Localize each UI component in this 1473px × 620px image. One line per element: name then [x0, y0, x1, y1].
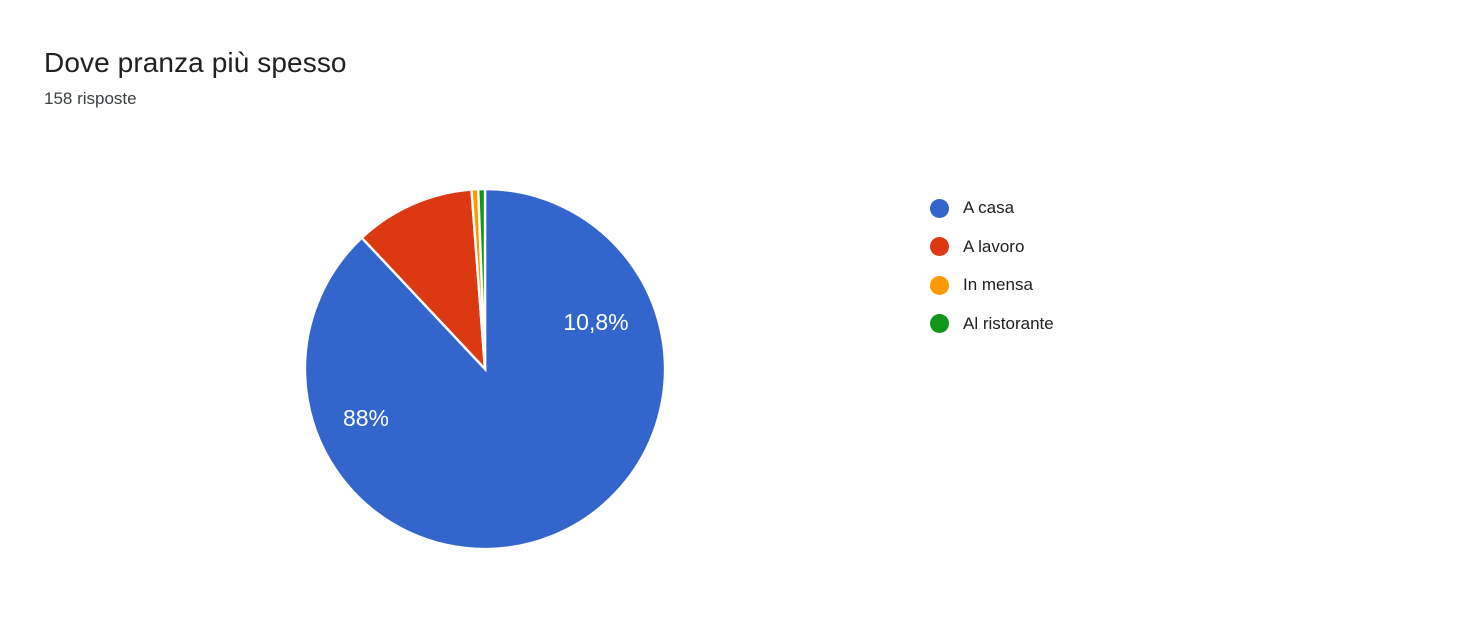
pie-slice[interactable]	[360, 188, 487, 373]
pie-slices[interactable]	[303, 187, 667, 551]
legend-item-label: A lavoro	[963, 236, 1025, 256]
response-count-subtitle: 158 risposte	[44, 89, 137, 108]
pie-slice[interactable]	[476, 187, 487, 370]
legend-item-label: Al ristorante	[963, 313, 1054, 333]
pie-slice-value-label: 10,8%	[563, 309, 628, 335]
legend-item[interactable]: Al ristorante	[930, 305, 1260, 344]
legend-dot-icon	[930, 198, 949, 218]
pie-slice-value-label: 88%	[343, 405, 389, 431]
page-title: Dove pranza più spesso	[44, 47, 347, 78]
legend-dot-icon	[930, 314, 949, 334]
legend-dot-icon	[930, 237, 949, 257]
legend-item[interactable]: A lavoro	[930, 228, 1260, 267]
chart-header: Dove pranza più spesso 158 risposte	[44, 45, 844, 110]
legend-item-label: In mensa	[963, 275, 1033, 295]
legend-item-label: A casa	[963, 198, 1015, 218]
pie-slice-labels: 88% 10,8%	[343, 309, 629, 431]
legend-item[interactable]: In mensa	[930, 266, 1260, 305]
legend-dot-icon	[930, 275, 949, 295]
legend-item[interactable]: A casa	[930, 189, 1260, 228]
chart-legend: A casa A lavoro In mensa Al ristorante	[930, 189, 1260, 343]
